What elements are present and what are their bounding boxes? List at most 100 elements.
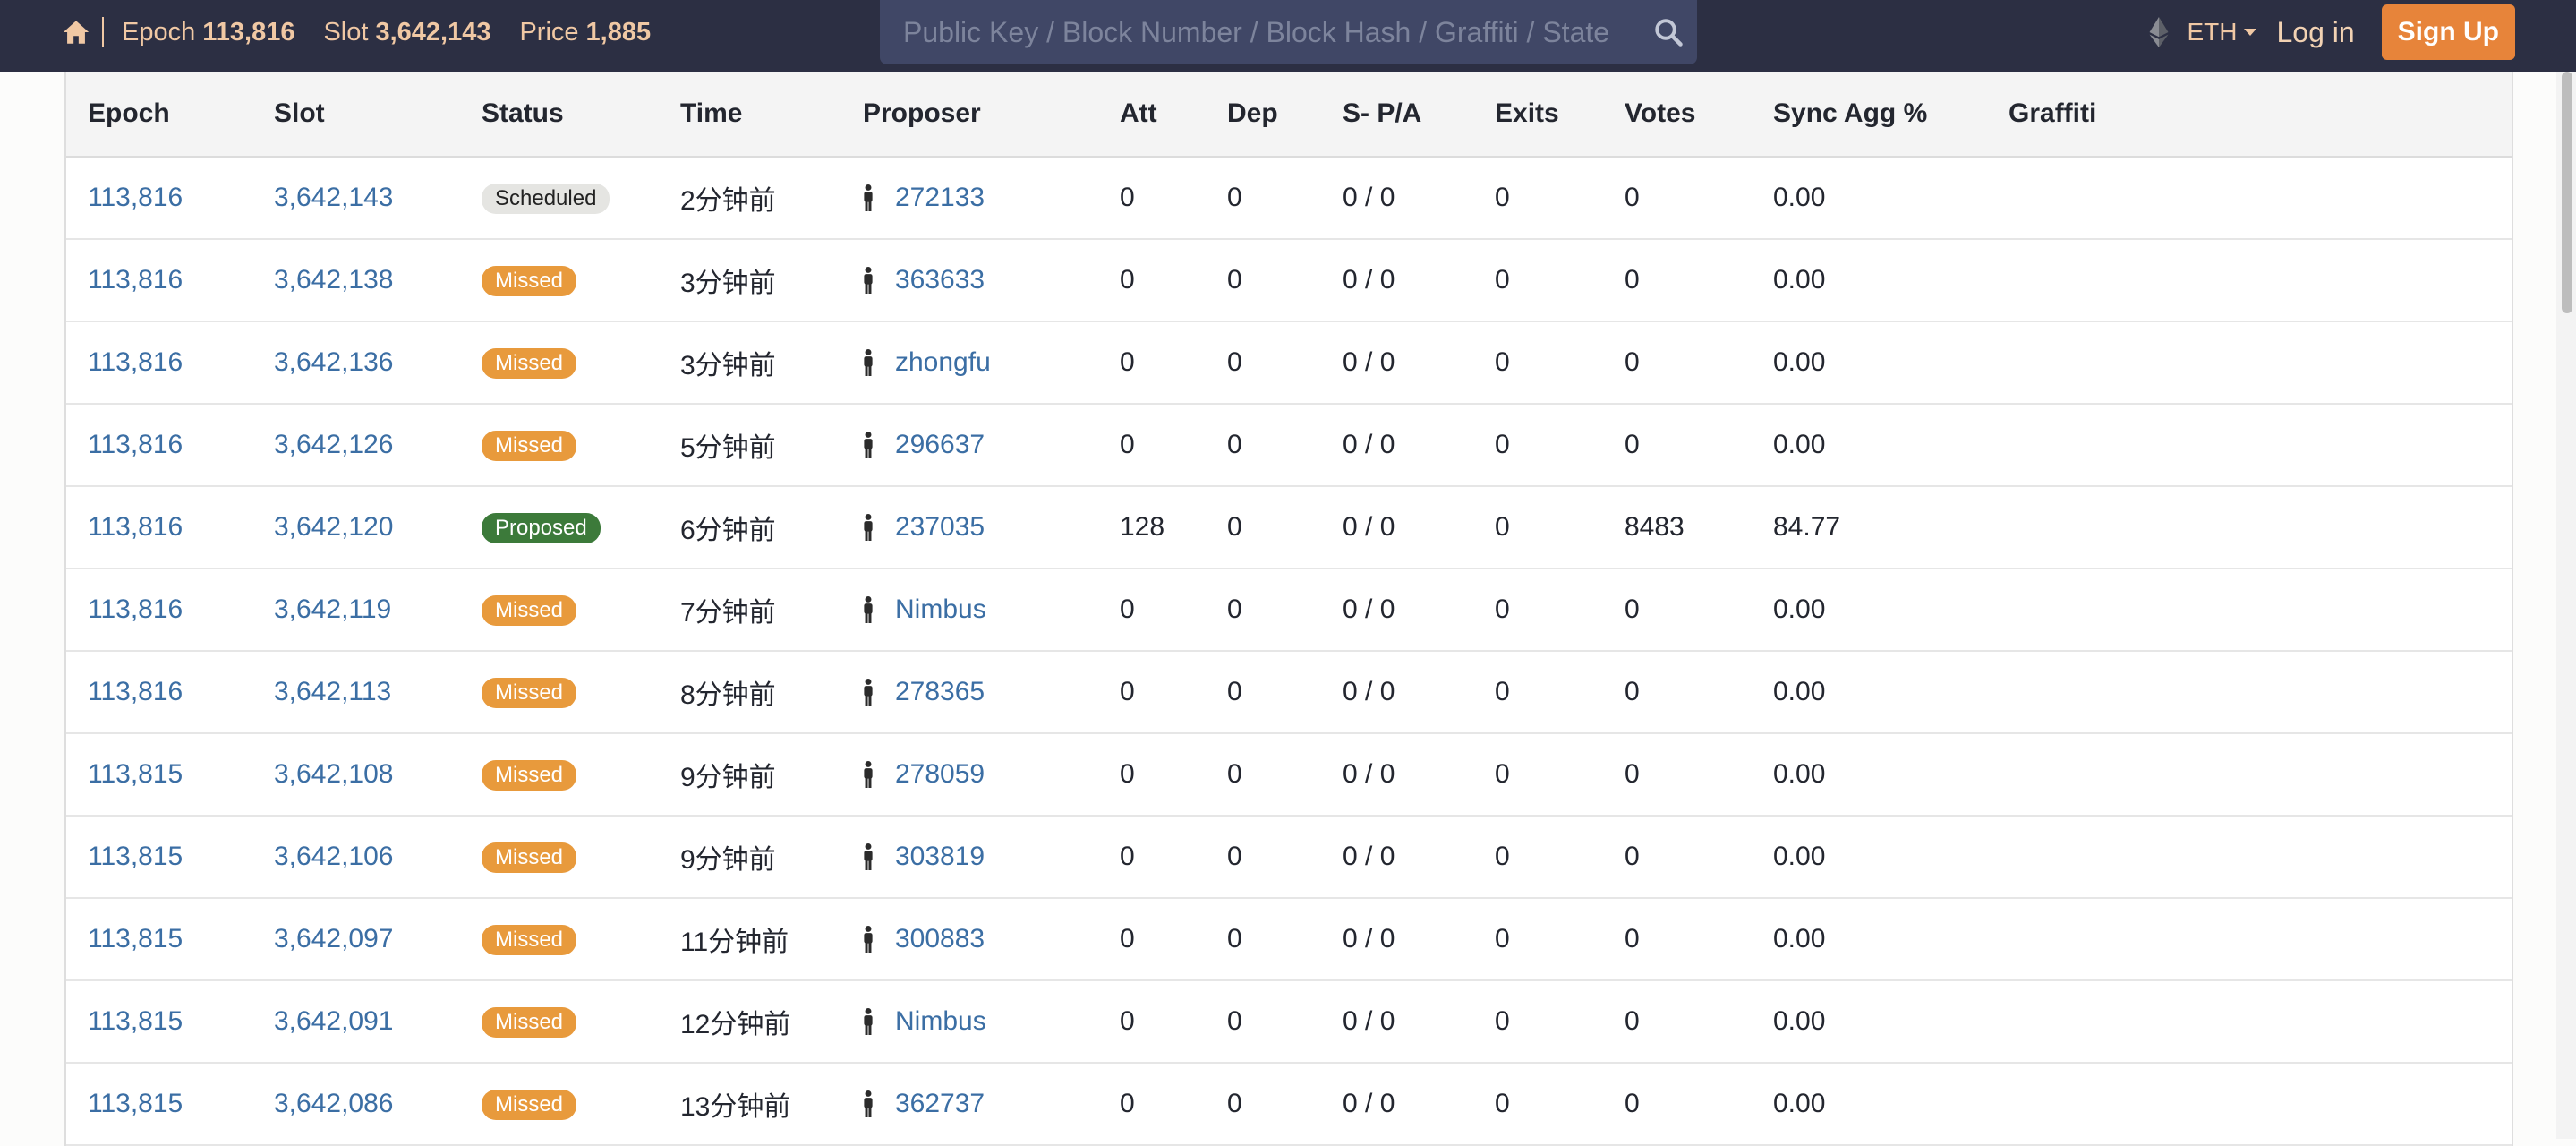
proposer-link[interactable]: 272133 [895,183,985,213]
status-badge: Proposed [482,513,601,543]
graffiti-cell [2009,321,2512,404]
slot-value: 3,642,143 [375,17,491,47]
dep-cell: 0 [1227,1089,1242,1118]
person-icon [864,514,873,541]
proposer-link[interactable]: zhongfu [895,347,991,377]
column-header[interactable]: Att [1120,72,1227,158]
slot-link[interactable]: 3,642,126 [274,430,394,459]
proposer-link[interactable]: 363633 [895,265,985,295]
column-header[interactable]: S- P/A [1343,72,1495,158]
votes-cell: 0 [1625,265,1640,295]
graffiti-cell [2009,404,2512,486]
status-badge: Scheduled [482,184,610,215]
slot-link[interactable]: 3,642,097 [274,924,394,954]
epoch-link[interactable]: 113,815 [88,842,183,871]
epoch-link[interactable]: 113,815 [88,1089,183,1118]
epoch-link[interactable]: 113,816 [88,347,183,377]
table-row: 113,816 3,642,113 Missed 8分钟前 278365 0 0 0 / 0 0… [66,651,2512,733]
search-icon[interactable] [1652,16,1685,48]
graffiti-cell [2009,486,2512,569]
person-icon [864,432,873,458]
graffiti-cell [2009,239,2512,321]
sync-agg-cell: 0.00 [1773,430,1826,459]
table-row: 113,816 3,642,126 Missed 5分钟前 296637 0 0 0 / 0 0… [66,404,2512,486]
status-badge: Missed [482,1007,577,1038]
time-cell: 7分钟前 [680,598,776,628]
slot-link[interactable]: 3,642,119 [274,594,392,624]
slot-link[interactable]: 3,642,138 [274,265,394,295]
table-row: 113,816 3,642,136 Missed 3分钟前 zhongfu 0 0 0 / 0… [66,321,2512,404]
slot-link[interactable]: 3,642,136 [274,347,394,377]
home-icon[interactable] [61,17,91,47]
column-header[interactable]: Proposer [863,72,1120,158]
epoch-link[interactable]: 113,815 [88,759,183,789]
column-header[interactable]: Graffiti [2009,72,2512,158]
proposer-link[interactable]: Nimbus [895,1006,986,1036]
epoch-link[interactable]: 113,816 [88,594,183,624]
proposer-link[interactable]: 237035 [895,512,985,542]
column-header[interactable]: Time [680,72,863,158]
proposer-link[interactable]: 303819 [895,842,985,871]
graffiti-cell [2009,1063,2512,1145]
search-input[interactable] [901,14,1643,50]
time-cell: 9分钟前 [680,845,776,875]
epoch-link[interactable]: 113,816 [88,677,183,706]
currency-dropdown[interactable]: ETH [2187,18,2257,47]
dep-cell: 0 [1227,183,1242,213]
slashings-cell: 0 / 0 [1343,183,1395,213]
graffiti-cell [2009,157,2512,239]
time-cell: 11分钟前 [680,928,789,957]
table-row: 113,816 3,642,119 Missed 7分钟前 Nimbus 0 0 0 / 0 0… [66,569,2512,651]
sync-agg-cell: 0.00 [1773,1089,1826,1118]
slot-link[interactable]: 3,642,086 [274,1089,394,1118]
slot-link[interactable]: 3,642,113 [274,677,392,706]
column-header[interactable]: Epoch [66,72,274,158]
proposer-link[interactable]: 296637 [895,430,985,459]
slot-link[interactable]: 3,642,106 [274,842,394,871]
epoch-link[interactable]: 113,816 [88,183,183,213]
slot-link[interactable]: 3,642,108 [274,759,394,789]
epoch-link[interactable]: 113,816 [88,512,183,542]
exits-cell: 0 [1495,347,1510,377]
column-header[interactable]: Votes [1625,72,1773,158]
column-header[interactable]: Sync Agg % [1773,72,2009,158]
votes-cell: 0 [1625,430,1640,459]
signup-button[interactable]: Sign Up [2381,4,2515,60]
epoch-link[interactable]: 113,815 [88,1006,183,1036]
status-badge: Missed [482,925,577,955]
att-cell: 0 [1120,594,1135,624]
proposer-link[interactable]: 300883 [895,924,985,954]
price-label: Price [519,17,579,47]
epoch-link[interactable]: 113,815 [88,924,183,954]
epoch-link[interactable]: 113,816 [88,265,183,295]
att-cell: 0 [1120,924,1135,954]
status-badge: Missed [482,266,577,296]
epoch-link[interactable]: 113,816 [88,430,183,459]
att-cell: 0 [1120,430,1135,459]
slot-link[interactable]: 3,642,091 [274,1006,394,1036]
slot-link[interactable]: 3,642,143 [274,183,394,213]
proposer-link[interactable]: 278059 [895,759,985,789]
sync-agg-cell: 0.00 [1773,1006,1826,1036]
page-scrollbar[interactable] [2556,72,2576,1139]
account-controls: ETH Log in Sign Up [2149,0,2515,64]
att-cell: 0 [1120,677,1135,706]
column-header[interactable]: Slot [274,72,482,158]
proposer-link[interactable]: 278365 [895,677,985,706]
scrollbar-thumb[interactable] [2562,72,2572,313]
proposer-link[interactable]: Nimbus [895,594,986,624]
proposer-link[interactable]: 362737 [895,1089,985,1118]
slashings-cell: 0 / 0 [1343,265,1395,295]
dep-cell: 0 [1227,512,1242,542]
column-header[interactable]: Status [482,72,680,158]
time-cell: 3分钟前 [680,351,776,381]
column-header[interactable]: Exits [1495,72,1625,158]
dep-cell: 0 [1227,759,1242,789]
votes-cell: 0 [1625,842,1640,871]
epoch-value: 113,816 [202,17,295,47]
epoch-label: Epoch [122,17,196,47]
column-header[interactable]: Dep [1227,72,1343,158]
slot-link[interactable]: 3,642,120 [274,512,394,542]
person-icon [864,679,873,706]
login-link[interactable]: Log in [2276,15,2355,48]
